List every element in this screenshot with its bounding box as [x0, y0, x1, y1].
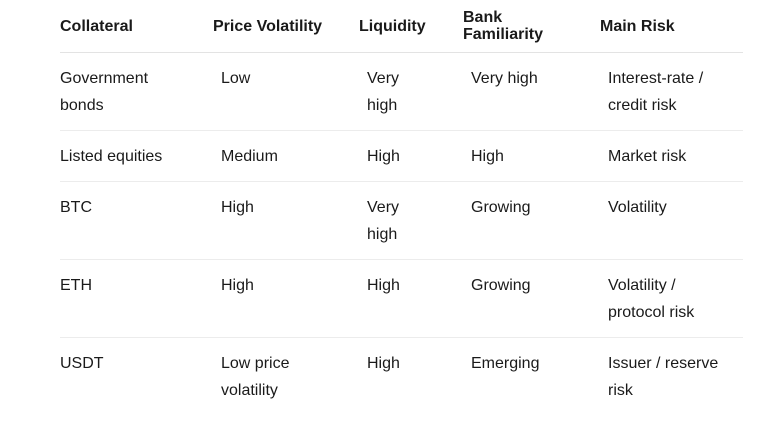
cell-text: High: [367, 355, 400, 372]
cell-text: High: [221, 277, 254, 294]
header-cell: Bank Familiarity: [463, 0, 600, 53]
cell-text: Very high: [471, 70, 538, 87]
table-cell: High: [213, 259, 359, 338]
table-cell: Volatility: [600, 181, 743, 260]
table-cell: ETH: [60, 259, 213, 338]
table-cell: Emerging: [463, 338, 600, 416]
header-text: Main Risk: [600, 17, 675, 35]
cell-text: High: [471, 148, 504, 165]
table-cell: Growing: [463, 181, 600, 260]
cell-text: Volatility / protocol risk: [608, 277, 695, 321]
table-row: Government bonds Low Very high Very high Int…: [60, 52, 743, 131]
table-cell: High: [213, 181, 359, 260]
cell-text: Growing: [471, 199, 531, 216]
table-cell: Interest-rate / credit risk: [600, 52, 743, 131]
cell-text: BTC: [60, 199, 92, 216]
table-cell: Low price volatility: [213, 338, 359, 416]
header-text: Liquidity: [359, 17, 426, 35]
table-cell: Government bonds: [60, 52, 213, 131]
table-cell: Market risk: [600, 130, 743, 182]
cell-text: USDT: [60, 355, 104, 372]
table-cell: High: [359, 259, 463, 338]
cell-text: High: [367, 148, 400, 165]
table-cell: Very high: [359, 181, 463, 260]
header-text: Bank Familiarity: [463, 9, 544, 43]
table-cell: Issuer / reserve risk: [600, 338, 743, 416]
cell-text: Emerging: [471, 355, 540, 372]
table-cell: Growing: [463, 259, 600, 338]
header-text: Collateral: [60, 17, 133, 35]
cell-text: Growing: [471, 277, 531, 294]
table-row: Listed equities Medium High High Market risk: [60, 130, 743, 182]
cell-text: Interest-rate / credit risk: [608, 70, 704, 114]
cell-text: Volatility: [608, 199, 667, 216]
table-cell: High: [463, 130, 600, 182]
cell-text: ETH: [60, 277, 92, 294]
table-cell: USDT: [60, 338, 213, 416]
cell-text: Issuer / reserve risk: [608, 355, 719, 399]
table-cell: Volatility / protocol risk: [600, 259, 743, 338]
cell-text: Very high: [367, 70, 400, 114]
table-cell: Medium: [213, 130, 359, 182]
header-cell: Main Risk: [600, 0, 743, 53]
table-row: USDT Low price volatility High Emerging Issu…: [60, 338, 743, 416]
table-row: ETH High High Growing Volatility / protocol …: [60, 259, 743, 338]
cell-text: Low: [221, 70, 251, 87]
table-cell: BTC: [60, 181, 213, 260]
header-row: Collateral Price Volatility Liquidity Bank …: [60, 0, 743, 53]
table-cell: Very high: [359, 52, 463, 131]
table-row: BTC High Very high Growing Volatility: [60, 181, 743, 260]
table-cell: Low: [213, 52, 359, 131]
table-cell: Listed equities: [60, 130, 213, 182]
cell-text: Very high: [367, 199, 400, 243]
cell-text: Low price volatility: [221, 355, 290, 399]
header-cell: Liquidity: [359, 0, 463, 53]
cell-text: High: [221, 199, 254, 216]
collateral-table: Collateral Price Volatility Liquidity Bank …: [60, 0, 743, 415]
header-cell: Collateral: [60, 0, 213, 53]
table-cell: High: [359, 130, 463, 182]
cell-text: Market risk: [608, 148, 687, 165]
cell-text: Government bonds: [60, 70, 149, 114]
table-header: Collateral Price Volatility Liquidity Bank …: [60, 0, 743, 53]
table-body: Government bonds Low Very high Very high Int…: [60, 52, 743, 416]
header-text: Price Volatility: [213, 17, 323, 35]
header-cell: Price Volatility: [213, 0, 359, 53]
cell-text: High: [367, 277, 400, 294]
cell-text: Medium: [221, 148, 278, 165]
table-cell: Very high: [463, 52, 600, 131]
cell-text: Listed equities: [60, 148, 163, 165]
table-cell: High: [359, 338, 463, 416]
